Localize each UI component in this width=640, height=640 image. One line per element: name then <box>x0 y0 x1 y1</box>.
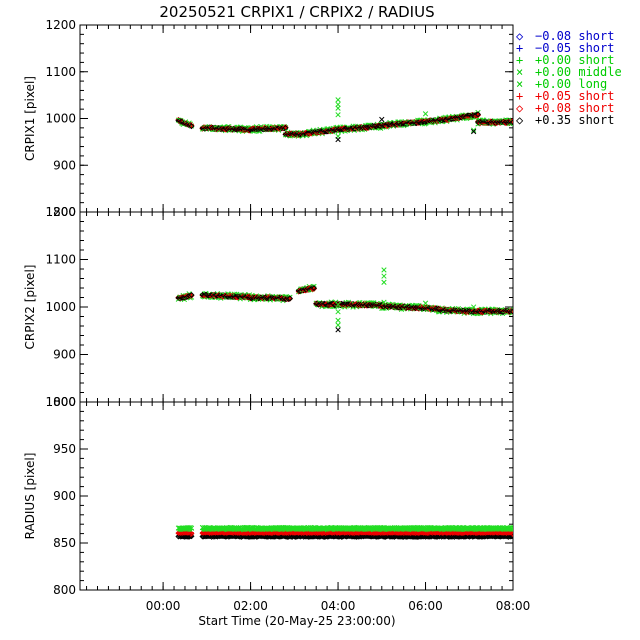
point-black <box>475 111 482 118</box>
outlier-point <box>335 309 341 315</box>
data-points <box>175 97 513 143</box>
y-tick-label: 1000 <box>45 112 76 126</box>
legend-label: +0.08 short <box>535 101 614 115</box>
point-black <box>509 533 513 540</box>
point-green <box>510 524 513 531</box>
x-tick-label: 06:00 <box>408 599 443 613</box>
outlier-point <box>470 127 477 133</box>
point-red <box>510 529 513 535</box>
point-black <box>286 295 293 302</box>
y-axis-title: RADIUS [pixel] <box>23 453 37 540</box>
legend-label: +0.00 long <box>535 77 607 91</box>
outlier-point <box>379 116 385 123</box>
outlier-point <box>335 97 341 103</box>
legend-symbol: + <box>516 89 523 103</box>
y-tick-label: 900 <box>53 489 76 503</box>
y-tick-label: 850 <box>53 536 76 550</box>
legend-label: −0.08 short <box>535 29 614 43</box>
y-axis-title: CRPIX1 [pixel] <box>23 76 37 161</box>
point-black <box>188 533 195 540</box>
outlier-point <box>381 267 387 273</box>
y-tick-label: 900 <box>53 158 76 172</box>
legend-label: +0.05 short <box>535 89 614 103</box>
legend-symbol: × <box>516 65 523 79</box>
legend-symbol: ◇ <box>516 113 524 127</box>
y-tick-label: 1100 <box>45 65 76 79</box>
outlier-point <box>381 299 387 305</box>
outlier-point <box>335 112 341 118</box>
panel-crpix2: 800 900 1000 1100 1200 CRPIX2 [pixel] <box>23 205 514 409</box>
legend-label: +0.00 short <box>535 53 614 67</box>
point-red <box>509 531 513 538</box>
legend: ◇ −0.08 short + −0.05 short + +0.00 short × +0.… <box>516 29 622 127</box>
x-tick-label: 00:00 <box>146 599 181 613</box>
outlier-point <box>381 273 387 279</box>
y-axis-title: CRPIX2 [pixel] <box>23 265 37 350</box>
point-black <box>509 308 513 315</box>
legend-label: +0.35 short <box>535 113 614 127</box>
outlier-point <box>335 317 341 323</box>
panel-crpix1: 800 900 1000 1100 1200 CRPIX1 [pixel] <box>23 18 514 219</box>
point-black <box>188 123 195 130</box>
point-black <box>188 291 195 298</box>
x-tick-label: 08:00 <box>496 599 531 613</box>
legend-label: +0.00 middle <box>535 65 622 79</box>
y-tick-label: 800 <box>53 205 76 219</box>
point-red <box>475 112 482 119</box>
outlier-point <box>335 136 341 143</box>
x-axis-title: Start Time (20-May-25 23:00:00) <box>198 614 395 628</box>
legend-symbol: + <box>516 53 523 67</box>
y-tick-label: 1200 <box>45 205 76 219</box>
chart-title: 20250521 CRPIX1 / CRPIX2 / RADIUS <box>159 3 434 21</box>
panel-radius: 800 850 900 950 1000 RADIUS [pixel] <box>23 395 514 597</box>
legend-symbol: × <box>516 77 523 91</box>
legend-symbol: ◇ <box>516 29 524 43</box>
y-tick-label: 800 <box>53 395 76 409</box>
legend-symbol: + <box>516 41 523 55</box>
outlier-point <box>335 327 341 333</box>
y-tick-label: 800 <box>53 583 76 597</box>
y-tick-label: 950 <box>53 442 76 456</box>
x-tick-label: 04:00 <box>321 599 356 613</box>
y-tick-label: 1100 <box>45 253 76 267</box>
legend-symbol: ◇ <box>516 101 524 115</box>
point-black <box>310 285 318 292</box>
point-green <box>188 525 195 531</box>
outlier-point <box>335 301 341 308</box>
outlier-point <box>470 304 477 310</box>
y-tick-label: 1200 <box>45 18 76 32</box>
y-tick-label: 900 <box>53 348 76 362</box>
data-points <box>175 267 513 333</box>
y-tick-label: 1000 <box>45 300 76 314</box>
x-tick-label: 02:00 <box>233 599 268 613</box>
legend-label: −0.05 short <box>535 41 614 55</box>
outlier-point <box>422 111 429 117</box>
outlier-point <box>470 128 477 135</box>
panel-frame <box>79 401 514 591</box>
outlier-point <box>335 105 341 111</box>
point-black <box>508 533 513 540</box>
y-tick-label: 1000 <box>45 395 76 409</box>
point-black <box>509 119 513 126</box>
outlier-point <box>422 300 429 306</box>
outlier-point <box>335 322 341 328</box>
data-points <box>175 524 513 540</box>
outlier-point <box>381 279 387 285</box>
x-axis: 00:00 02:00 04:00 06:00 08:00 <box>146 599 530 613</box>
